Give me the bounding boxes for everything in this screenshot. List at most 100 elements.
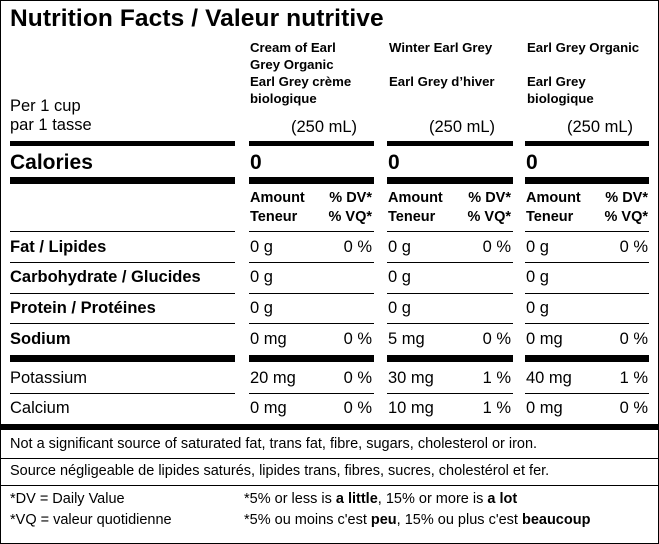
rule-below-protein-col1 <box>249 323 374 324</box>
calcium-dv-3: 0 % <box>619 399 648 417</box>
col1-amount-label: Amount <box>250 190 305 206</box>
nutrient-protein-label: Protein / Protéines <box>10 299 156 317</box>
rule-between-footnotes-1 <box>1 458 658 459</box>
col3-amount-label: Amount <box>526 190 581 206</box>
potassium-amount-2: 30 mg <box>388 369 434 387</box>
calories-value-3: 0 <box>526 151 538 174</box>
col3-header-dv: % DV* % VQ* <box>596 189 648 227</box>
footnote-fr-pre: *5% ou moins c'est <box>244 512 371 528</box>
rule-below-calories-col3 <box>525 177 649 184</box>
sodium-dv-3: 0 % <box>619 330 648 348</box>
rule-below-carb-col3 <box>525 293 649 294</box>
rule-below-sodium-col3 <box>525 355 649 362</box>
col3-header-amount: Amount Teneur <box>526 189 581 227</box>
sodium-dv-1: 0 % <box>343 330 372 348</box>
rule-below-calories-col1 <box>249 177 374 184</box>
product-2-size: (250 mL) <box>429 118 496 136</box>
sodium-dv-2: 0 % <box>482 330 511 348</box>
rule-below-fat-col3 <box>525 262 649 263</box>
rule-above-calories-col2 <box>387 141 513 146</box>
product-1-name: Cream of Earl Grey Organic Earl Grey crè… <box>250 39 351 107</box>
col2-header-amount: Amount Teneur <box>388 189 443 227</box>
footnote-not-significant-en: Not a significant source of saturated fa… <box>10 436 538 452</box>
serving-en: Per 1 cup <box>10 97 81 115</box>
footnote-fr-beaucoup: beaucoup <box>521 512 591 528</box>
fat-dv-2: 0 % <box>482 238 511 256</box>
protein-amount-1: 0 g <box>250 299 273 317</box>
product-2-name-line-4 <box>389 90 495 107</box>
rule-below-potassium-col3 <box>525 393 649 394</box>
rule-below-sodium-col1 <box>249 355 374 362</box>
serving-fr: par 1 tasse <box>10 116 92 134</box>
calories-value-1: 0 <box>250 151 262 174</box>
col2-dv-label: % DV* <box>468 190 511 206</box>
rule-below-carb-label <box>10 293 235 294</box>
rule-above-calories-col1 <box>249 141 374 146</box>
fat-dv-3: 0 % <box>619 238 648 256</box>
rule-below-potassium-col2 <box>387 393 513 394</box>
product-1-name-line-3: Earl Grey crème <box>250 74 352 89</box>
rule-below-header-col1 <box>249 231 374 232</box>
col1-vq-label: % VQ* <box>328 209 372 225</box>
calcium-dv-2: 1 % <box>482 399 511 417</box>
footnote-en-mid: , 15% or more is <box>377 491 488 507</box>
rule-above-calories-label <box>10 141 235 146</box>
col1-header-amount: Amount Teneur <box>250 189 305 227</box>
product-1-name-line-1: Cream of Earl <box>250 40 336 55</box>
col2-amount-label: Amount <box>388 190 443 206</box>
col2-teneur-label: Teneur <box>388 209 436 225</box>
potassium-amount-1: 20 mg <box>250 369 296 387</box>
potassium-dv-1: 0 % <box>343 369 372 387</box>
fat-amount-1: 0 g <box>250 238 273 256</box>
col1-header-dv: % DV* % VQ* <box>320 189 372 227</box>
product-2-name: Winter Earl Grey Earl Grey d’hiver <box>389 39 495 107</box>
rule-below-protein-col2 <box>387 323 513 324</box>
product-1-name-line-2: Grey Organic <box>250 57 334 72</box>
rule-below-potassium-col1 <box>249 393 374 394</box>
calcium-amount-2: 10 mg <box>388 399 434 417</box>
rule-below-fat-col1 <box>249 262 374 263</box>
product-2-name-line-3: Earl Grey d’hiver <box>389 74 495 89</box>
product-3-name-line-2 <box>527 56 639 73</box>
rule-below-protein-label <box>10 323 235 324</box>
carb-amount-1: 0 g <box>250 268 273 286</box>
product-3-size: (250 mL) <box>567 118 634 136</box>
nutrient-sodium-label: Sodium <box>10 330 71 348</box>
product-1-name-line-4: biologique <box>250 91 317 106</box>
calcium-amount-1: 0 mg <box>250 399 287 417</box>
footnote-en-little: a little <box>335 491 378 507</box>
rule-below-carb-col2 <box>387 293 513 294</box>
col1-dv-label: % DV* <box>329 190 372 206</box>
label-title: Nutrition Facts / Valeur nutritive <box>10 5 384 32</box>
nutrient-calcium-label: Calcium <box>10 399 70 417</box>
rule-below-sodium-col2 <box>387 355 513 362</box>
product-2-name-line-2 <box>389 56 495 73</box>
col3-vq-label: % VQ* <box>604 209 648 225</box>
footnote-percent-fr: *5% ou moins c'est peu, 15% ou plus c'es… <box>244 512 590 528</box>
fat-amount-3: 0 g <box>526 238 549 256</box>
footnote-vq-definition: *VQ = valeur quotidienne <box>10 512 172 528</box>
nutrient-fat-label: Fat / Lipides <box>10 238 107 256</box>
rule-between-footnotes-2 <box>1 485 658 486</box>
calcium-amount-3: 0 mg <box>526 399 563 417</box>
rule-below-header-col3 <box>525 231 649 232</box>
product-2-name-line-1: Winter Earl Grey <box>389 40 493 55</box>
sodium-amount-2: 5 mg <box>388 330 425 348</box>
potassium-dv-2: 1 % <box>482 369 511 387</box>
col1-teneur-label: Teneur <box>250 209 298 225</box>
fat-amount-2: 0 g <box>388 238 411 256</box>
footnote-en-pre: *5% or less is <box>244 491 336 507</box>
sodium-amount-1: 0 mg <box>250 330 287 348</box>
rule-below-fat-col2 <box>387 262 513 263</box>
rule-above-calories-col3 <box>525 141 649 146</box>
footnote-fr-mid: , 15% ou plus c'est <box>396 512 522 528</box>
rule-below-sodium-label <box>10 355 235 362</box>
rule-below-carb-col1 <box>249 293 374 294</box>
potassium-amount-3: 40 mg <box>526 369 572 387</box>
col3-dv-label: % DV* <box>605 190 648 206</box>
rule-below-calories-label <box>10 177 235 184</box>
product-3-name: Earl Grey Organic Earl Grey biologique <box>527 39 639 107</box>
product-3-name-line-3: Earl Grey <box>527 74 586 89</box>
carb-amount-2: 0 g <box>388 268 411 286</box>
